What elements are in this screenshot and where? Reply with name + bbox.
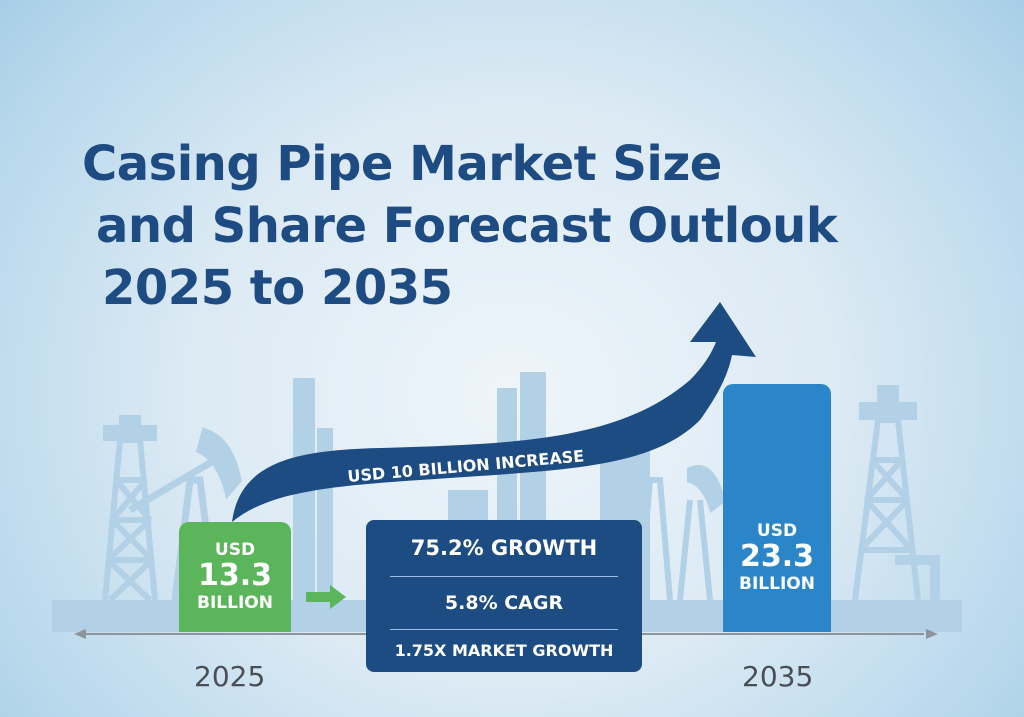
stat-cagr: 5.8% CAGR <box>444 592 564 614</box>
year-label-2025: 2025 <box>194 660 266 693</box>
year-label-2035: 2035 <box>742 660 814 693</box>
bar-2025-value: 13.3 <box>197 558 273 593</box>
stats-panel: 75.2% GROWTH 5.8% CAGR 1.75X MARKET GROW… <box>366 520 642 672</box>
growth-arrow-icon <box>232 302 756 522</box>
axis-arrow-right-icon <box>926 629 938 639</box>
bar-2035-unit: BILLION <box>739 574 815 594</box>
stats-divider <box>390 629 618 630</box>
title-line-3: 2025 to 2035 <box>102 260 453 316</box>
pump-jack-right-icon <box>637 465 726 601</box>
axis-arrow-left-icon <box>74 629 86 639</box>
stat-growth: 75.2% GROWTH <box>410 536 598 560</box>
page-title: Casing Pipe Market Size and Share Foreca… <box>82 133 838 319</box>
title-line-1: Casing Pipe Market Size <box>82 136 722 192</box>
bar-2025: USD 13.3 BILLION <box>179 522 291 632</box>
oil-derrick-right-icon <box>852 385 940 601</box>
stat-multiple: 1.75X MARKET GROWTH <box>394 640 614 660</box>
bar-2025-unit: BILLION <box>197 593 273 613</box>
bar-2035-value: 23.3 <box>739 539 815 574</box>
green-arrow-icon <box>306 585 346 609</box>
oil-derrick-left-icon <box>102 415 158 603</box>
stats-divider <box>390 576 618 577</box>
bar-2035: USD 23.3 BILLION <box>723 384 831 632</box>
title-line-2: and Share Forecast Outlouk <box>96 198 838 254</box>
bar-2035-currency: USD <box>756 521 798 541</box>
bar-2025-currency: USD <box>214 540 256 560</box>
